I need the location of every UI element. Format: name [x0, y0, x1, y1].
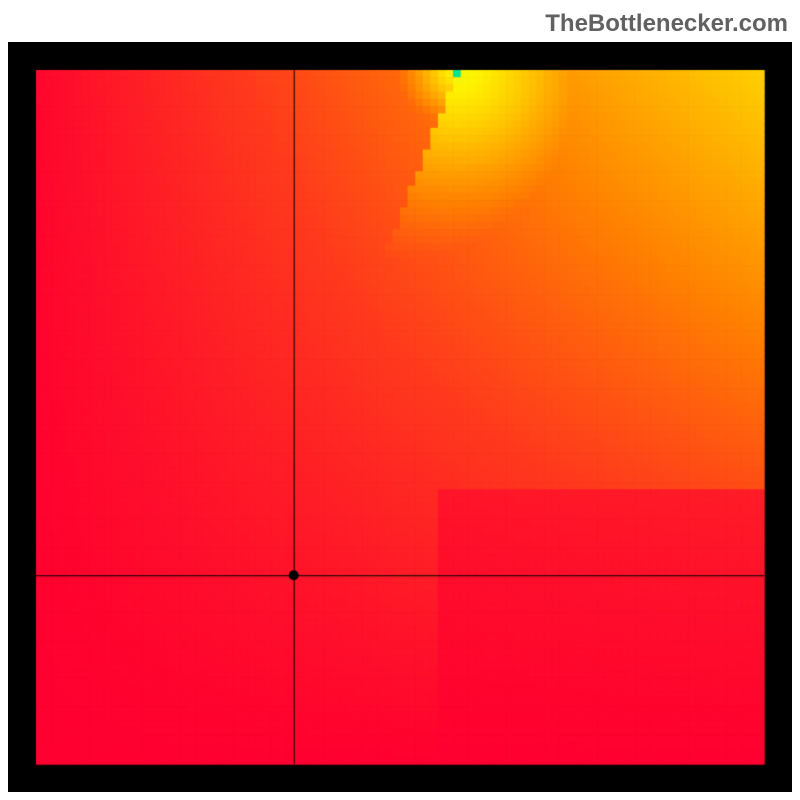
- watermark-text: TheBottlenecker.com: [545, 10, 788, 38]
- bottleneck-heatmap-canvas: [8, 42, 792, 792]
- heatmap-frame: [8, 42, 792, 792]
